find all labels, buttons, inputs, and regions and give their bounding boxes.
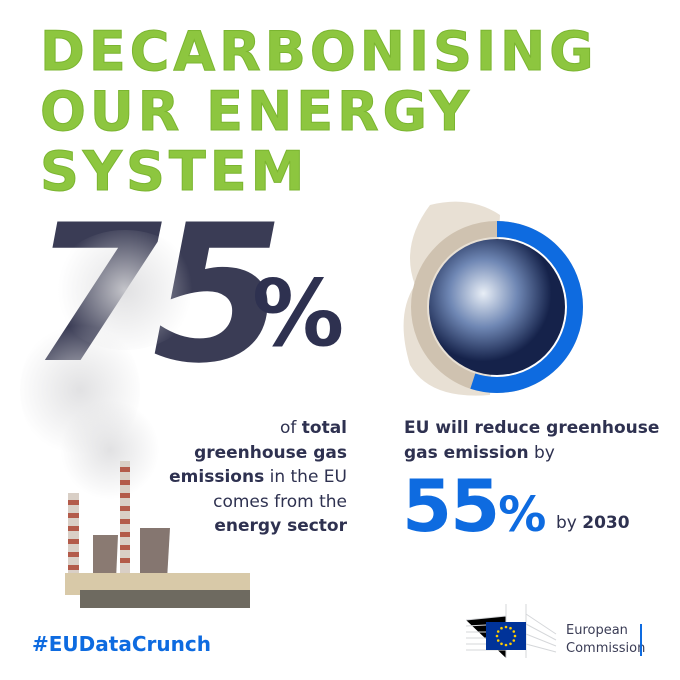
stat-75-unit: % (252, 260, 345, 367)
eu-star-icon (509, 642, 512, 646)
stat-75-description: of total greenhouse gas emissions in the… (169, 418, 347, 536)
ring-progress (411, 221, 583, 393)
stat-55-year: by 2030 (556, 513, 630, 533)
european-commission-text: European Commission (566, 623, 646, 656)
eu-star-icon (512, 630, 516, 633)
eu-star-icon (504, 625, 508, 629)
smoke (60, 400, 160, 500)
title-line: OUR ENERGY (40, 80, 473, 143)
page-title: DECARBONISING OUR ENERGY SYSTEM (40, 20, 598, 203)
eu-star-icon (496, 630, 500, 633)
eu-star-icon (496, 639, 500, 642)
eu-star-icon (504, 643, 508, 647)
stat-55-value: 55% (402, 464, 546, 548)
globe-progress-ring (403, 201, 583, 396)
title-line: SYSTEM (40, 140, 309, 203)
eu-star-icon (500, 642, 503, 646)
eu-star-icon (512, 639, 516, 642)
european-commission-logo (466, 604, 557, 658)
eu-star-icon (509, 626, 512, 630)
eu-star-icon (495, 634, 499, 638)
eu-star-icon (500, 626, 503, 630)
power-plant-image (65, 461, 250, 608)
title-line: DECARBONISING (40, 20, 598, 83)
earth-globe (429, 239, 565, 375)
eu-star-icon (513, 634, 517, 638)
hashtag[interactable]: #EUDataCrunch (32, 632, 211, 656)
logo-divider (640, 624, 642, 656)
stat-55-description: EU will reduce greenhouse gas emission b… (404, 418, 660, 463)
